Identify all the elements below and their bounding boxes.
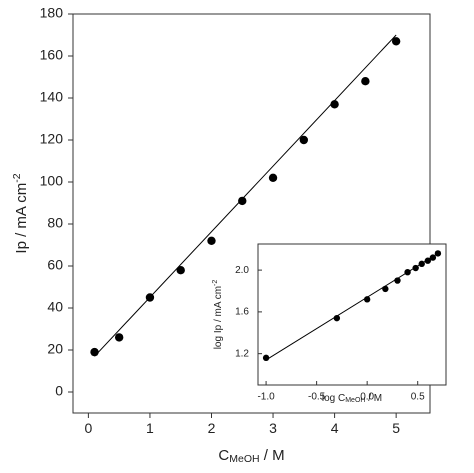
data-point <box>114 333 124 342</box>
x-axis-label: CMeOH / M <box>218 447 284 465</box>
data-point <box>299 135 309 145</box>
y-tick-label: 60 <box>47 257 63 273</box>
label-part: / M <box>260 447 285 464</box>
label-part: log Ip / mA cm <box>213 286 224 349</box>
label-part: MeOH <box>345 397 365 404</box>
fit-line <box>265 252 439 361</box>
y-tick-label: 160 <box>40 47 64 63</box>
y-tick-label: 1.6 <box>235 307 249 318</box>
y-tick-label: 1.2 <box>235 348 249 359</box>
x-tick-label: -0.5 <box>308 392 326 403</box>
data-point <box>238 196 247 206</box>
label-part: / M <box>365 393 382 404</box>
data-point <box>207 236 216 245</box>
y-tick-label: 40 <box>47 299 63 315</box>
plot-frame <box>257 243 447 386</box>
x-tick-label: 2 <box>208 420 216 436</box>
data-point <box>90 347 99 357</box>
x-tick-label: 0.0 <box>360 392 374 403</box>
data-point <box>382 285 389 293</box>
label-part: -2 <box>212 280 219 286</box>
label-part: MeOH <box>229 453 259 465</box>
y-axis-label: log Ip / mA cm-2 <box>212 280 224 350</box>
label-part: log C <box>322 393 345 404</box>
y-tick-label: 2.0 <box>235 265 249 276</box>
data-point <box>268 173 278 182</box>
y-tick-label: 0 <box>55 383 63 399</box>
label-part: Ip / mA cm <box>13 183 30 254</box>
y-tick-label: 140 <box>40 89 64 105</box>
label-part: -2 <box>11 173 23 182</box>
y-tick-label: 80 <box>47 215 63 231</box>
x-tick-label: 1 <box>146 420 154 436</box>
y-axis-label: Ip / mA cm-2 <box>11 173 30 253</box>
y-tick-label: 120 <box>40 131 64 147</box>
data-point <box>176 266 185 275</box>
x-axis-label: log CMeOH / M <box>322 393 382 404</box>
y-tick-label: 20 <box>47 341 63 357</box>
x-tick-label: 5 <box>392 420 400 436</box>
data-point <box>391 37 401 46</box>
data-point <box>361 77 370 86</box>
x-tick-label: 3 <box>269 420 277 436</box>
label-part: C <box>218 447 229 464</box>
x-tick-label: 0 <box>84 420 92 436</box>
data-point <box>262 354 270 362</box>
x-tick-label: -1.0 <box>257 392 275 403</box>
y-tick-label: 180 <box>40 5 64 21</box>
x-tick-label: 4 <box>331 420 339 436</box>
x-tick-label: 0.5 <box>411 392 425 403</box>
y-tick-label: 100 <box>40 173 64 189</box>
fit-line <box>94 34 397 357</box>
